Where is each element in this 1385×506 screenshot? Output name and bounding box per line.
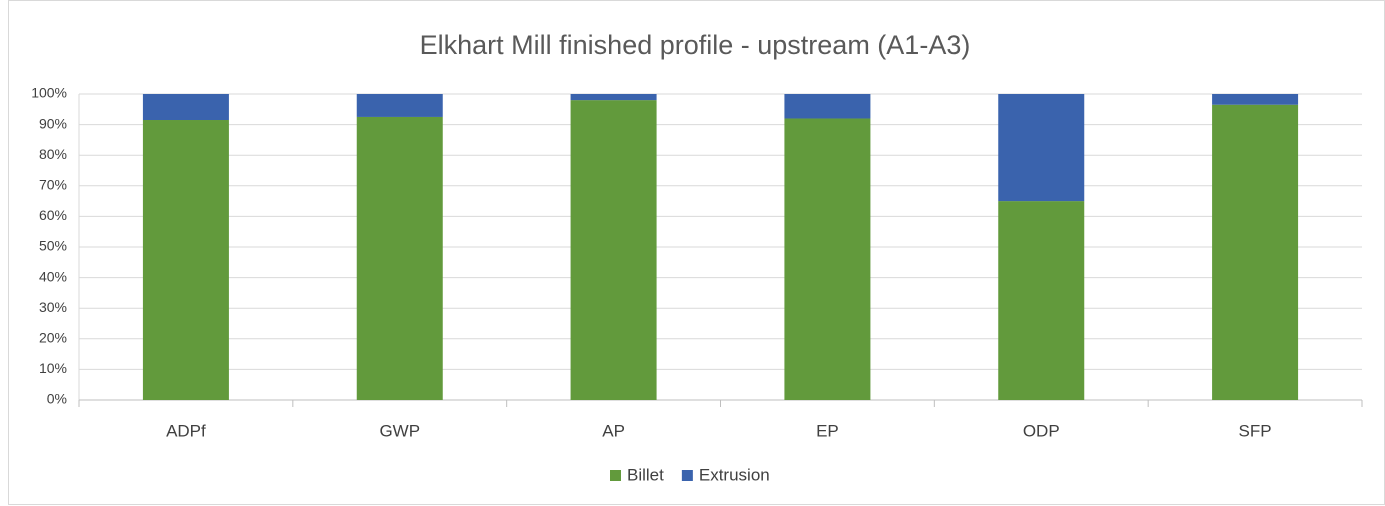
x-tick-label: AP — [602, 421, 625, 440]
bar-segment — [356, 94, 443, 117]
bar-segment — [570, 94, 657, 101]
bar-segment — [784, 118, 871, 400]
y-tick-label: 90% — [39, 115, 67, 131]
bar-segment — [142, 94, 229, 121]
x-tick-label: ODP — [1023, 421, 1060, 440]
legend-label: Extrusion — [699, 465, 770, 484]
x-tick-label: EP — [816, 421, 839, 440]
chart-title: Elkhart Mill finished profile - upstream… — [420, 30, 971, 60]
y-tick-label: 0% — [47, 391, 67, 407]
bar-segment — [998, 94, 1085, 202]
bar-segment — [356, 116, 443, 400]
y-tick-label: 80% — [39, 146, 67, 162]
bar-segment — [1212, 104, 1299, 401]
bar-segment — [784, 94, 871, 119]
legend-label: Billet — [627, 465, 664, 484]
y-tick-label: 40% — [39, 268, 67, 284]
bar-segment — [570, 100, 657, 401]
x-tick-label: GWP — [379, 421, 420, 440]
bar-segment — [998, 201, 1085, 400]
bar-segment — [1212, 94, 1299, 105]
y-tick-label: 100% — [31, 85, 67, 101]
legend-swatch — [681, 470, 693, 481]
y-tick-label: 60% — [39, 207, 67, 223]
y-tick-label: 70% — [39, 177, 67, 193]
x-tick-label: ADPf — [166, 421, 206, 440]
bar-segment — [142, 120, 229, 400]
y-tick-label: 50% — [39, 238, 67, 254]
y-tick-label: 20% — [39, 330, 67, 346]
x-tick-label: SFP — [1239, 421, 1272, 440]
y-tick-label: 30% — [39, 299, 67, 315]
y-tick-label: 10% — [39, 360, 67, 376]
chart-border — [8, 0, 1385, 505]
legend-swatch — [610, 470, 621, 481]
